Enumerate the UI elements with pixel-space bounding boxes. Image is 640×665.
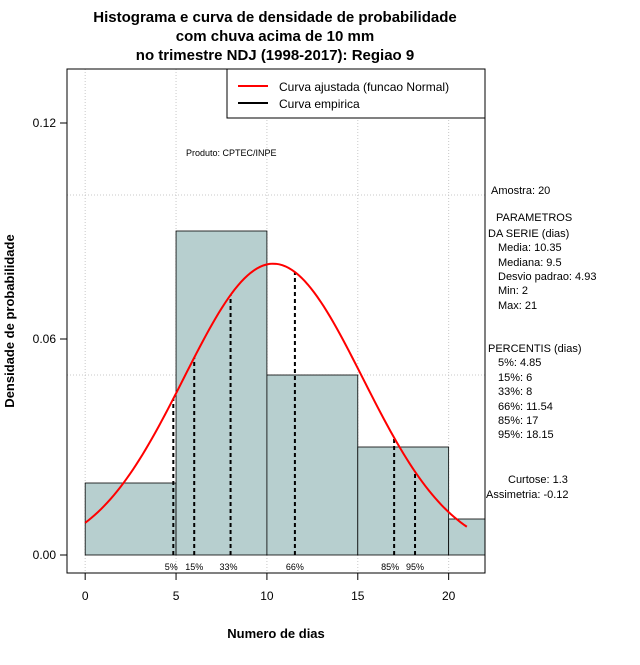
stat-mediana: Mediana: 9.5 xyxy=(498,257,562,269)
y-tick-label-2: 0.12 xyxy=(33,116,57,130)
pct-95: 95%: 18.15 xyxy=(498,429,554,441)
histogram-bar-1 xyxy=(175,230,268,556)
pct-33: 33%: 8 xyxy=(498,386,532,398)
chart-title-line-2: com chuva acima de 10 mm xyxy=(176,28,374,45)
stat-media: Media: 10.35 xyxy=(498,242,562,254)
legend: Curva ajustada (funcao Normal) Curva emp… xyxy=(226,68,486,119)
chart-title-line-1: Histograma e curva de densidade de proba… xyxy=(93,9,456,26)
normal-fit-curve xyxy=(84,262,468,528)
legend-label-empirical: Curva empirica xyxy=(279,97,360,111)
percentile-labels: 5% 15% 33% 66% 85% 95% xyxy=(165,562,424,572)
histogram-bar-0 xyxy=(84,482,177,556)
percentile-label-15%: 15% xyxy=(185,562,203,572)
normal-curve-layer xyxy=(84,262,468,528)
pct-66: 66%: 11.54 xyxy=(498,401,553,413)
x-axis-label: Numero de dias xyxy=(227,626,325,641)
percentile-label-85%: 85% xyxy=(381,562,399,572)
histogram-bar-4 xyxy=(448,518,486,556)
x-tick-label-2: 10 xyxy=(260,589,274,603)
percentile-label-33%: 33% xyxy=(220,562,238,572)
stat-desvio: Desvio padrao: 4.93 xyxy=(498,271,596,283)
legend-label-fitted: Curva ajustada (funcao Normal) xyxy=(279,80,449,94)
x-tick-label-4: 20 xyxy=(442,589,456,603)
stat-max: Max: 21 xyxy=(498,300,537,312)
percentile-label-66%: 66% xyxy=(286,562,304,572)
percentile-label-5%: 5% xyxy=(165,562,178,572)
stat-assimetria: Assimetria: -0.12 xyxy=(486,489,569,501)
percentile-label-95%: 95% xyxy=(406,562,424,572)
x-tick-label-1: 5 xyxy=(173,589,180,603)
product-label: Produto: CPTEC/INPE xyxy=(186,148,277,158)
x-tick-label-0: 0 xyxy=(82,589,89,603)
x-axis: 0 5 10 15 20 xyxy=(82,573,456,603)
histogram-bars xyxy=(84,230,486,556)
pct-85: 85%: 17 xyxy=(498,415,538,427)
histogram-bar-3 xyxy=(357,446,450,556)
params-title-1: PARAMETROS xyxy=(496,212,572,224)
sample-size: Amostra: 20 xyxy=(491,185,550,197)
stat-min: Min: 2 xyxy=(498,285,528,297)
y-tick-label-0: 0.00 xyxy=(33,548,57,562)
params-title-2: DA SERIE (dias) xyxy=(488,228,569,240)
percentile-lines xyxy=(172,272,417,555)
side-stats-panel: Amostra: 20 PARAMETROS DA SERIE (dias) M… xyxy=(486,185,596,501)
histogram-bar-2 xyxy=(266,374,359,556)
percentis-title: PERCENTIS (dias) xyxy=(488,343,582,355)
chart-title-line-3: no trimestre NDJ (1998-2017): Regiao 9 xyxy=(136,47,414,64)
y-tick-label-1: 0.06 xyxy=(33,332,57,346)
x-tick-label-3: 15 xyxy=(351,589,365,603)
y-axis: 0.00 0.06 0.12 xyxy=(33,116,67,562)
stat-curtose: Curtose: 1.3 xyxy=(508,474,568,486)
legend-box xyxy=(226,68,486,119)
y-axis-label: Densidade de probabilidade xyxy=(2,234,17,407)
pct-15: 15%: 6 xyxy=(498,372,532,384)
pct-5: 5%: 4.85 xyxy=(498,357,541,369)
